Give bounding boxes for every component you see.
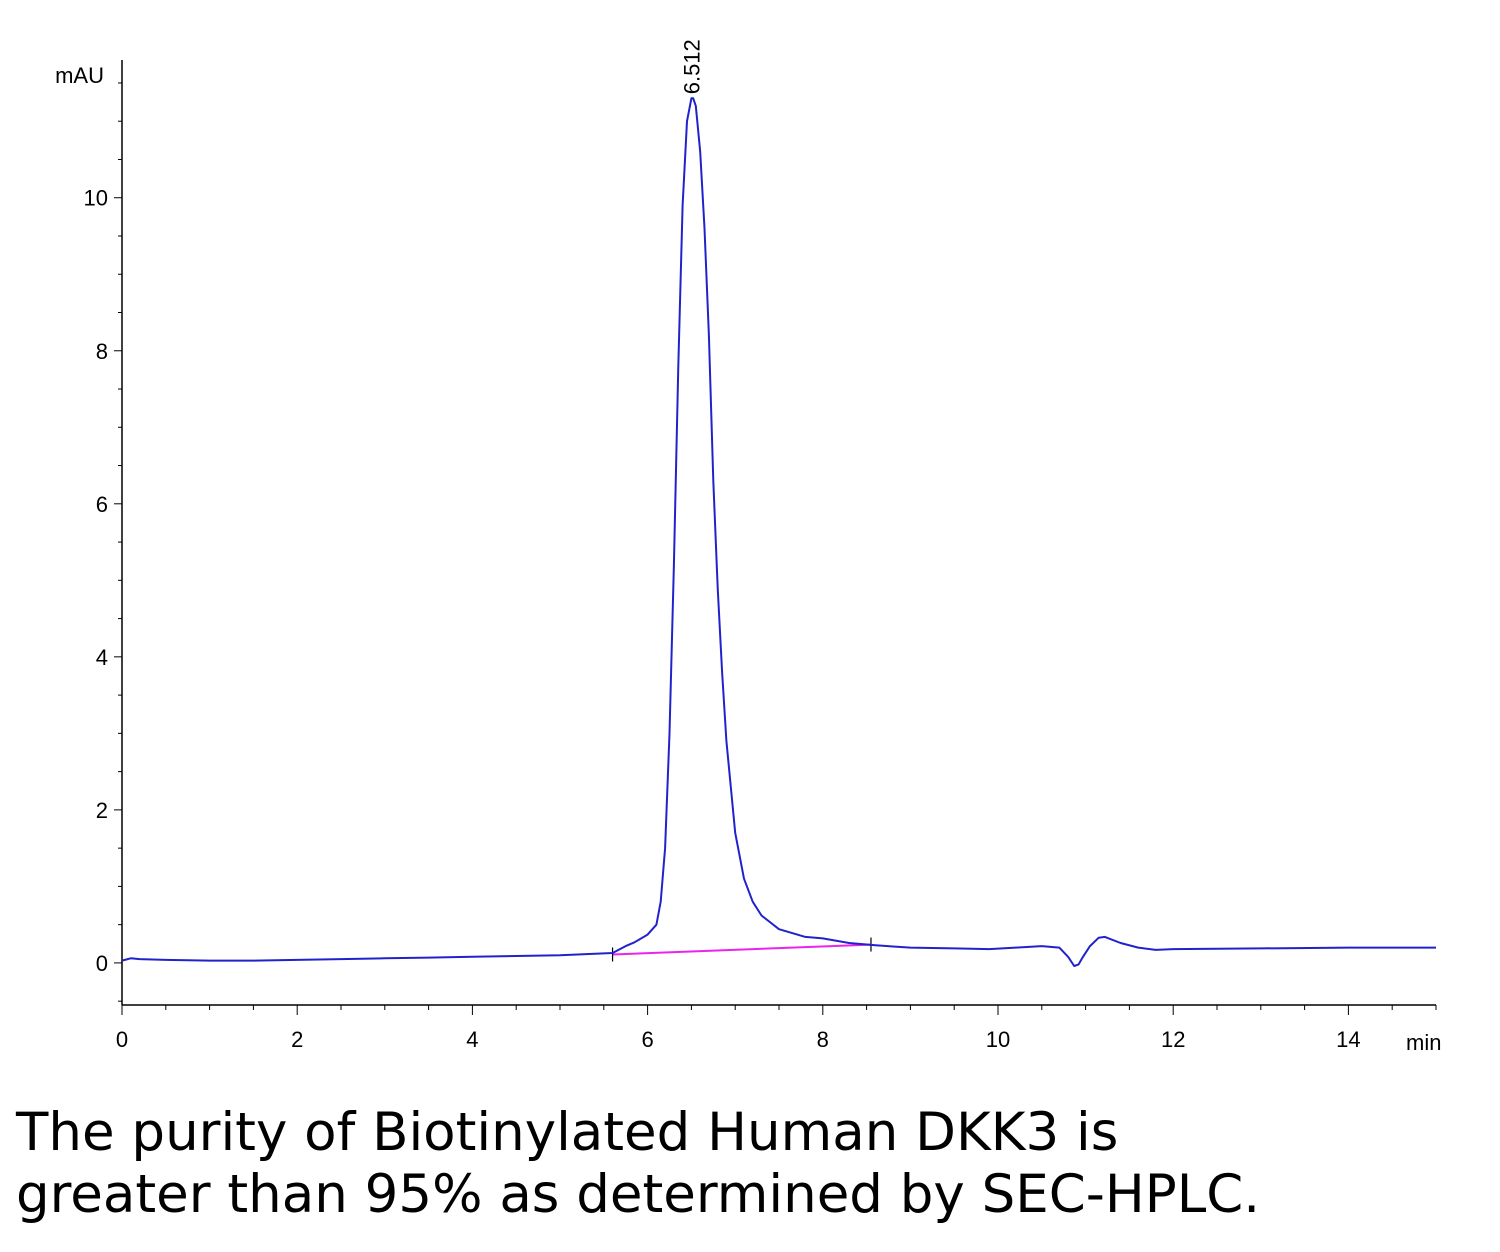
x-tick-label: 10 — [986, 1027, 1010, 1052]
axes — [121, 60, 1436, 1006]
chromatogram-chart: mAU min 0 2 4 6 8 10 0 2 4 6 8 10 12 14 6.512 — [55, 39, 1441, 1055]
x-tick-label: 2 — [291, 1027, 303, 1052]
integration-baseline — [612, 943, 872, 956]
y-tick-label: 8 — [96, 339, 108, 364]
x-tick-label: 4 — [466, 1027, 478, 1052]
signal-trace — [121, 97, 1436, 967]
y-tick-label: 4 — [96, 645, 108, 670]
y-unit-label: mAU — [55, 63, 104, 88]
x-tick-label: 0 — [116, 1027, 128, 1052]
y-tick-label: 2 — [96, 798, 108, 823]
x-tick-label: 14 — [1336, 1027, 1360, 1052]
y-tick-label: 6 — [96, 492, 108, 517]
caption: The purity of Biotinylated Human DKK3 is… — [16, 1102, 1486, 1226]
caption-line-2: greater than 95% as determined by SEC-HP… — [16, 1164, 1261, 1225]
x-unit-label: min — [1406, 1030, 1441, 1055]
tick-labels: 0 2 4 6 8 10 0 2 4 6 8 10 12 14 — [84, 186, 1361, 1052]
tick-marks — [114, 82, 1437, 1015]
y-tick-label: 0 — [96, 951, 108, 976]
peak-retention-label: 6.512 — [679, 39, 704, 94]
x-tick-label: 6 — [641, 1027, 653, 1052]
x-tick-label: 12 — [1161, 1027, 1185, 1052]
y-tick-label: 10 — [84, 186, 108, 211]
x-tick-label: 8 — [817, 1027, 829, 1052]
caption-line-1: The purity of Biotinylated Human DKK3 is — [16, 1102, 1119, 1163]
